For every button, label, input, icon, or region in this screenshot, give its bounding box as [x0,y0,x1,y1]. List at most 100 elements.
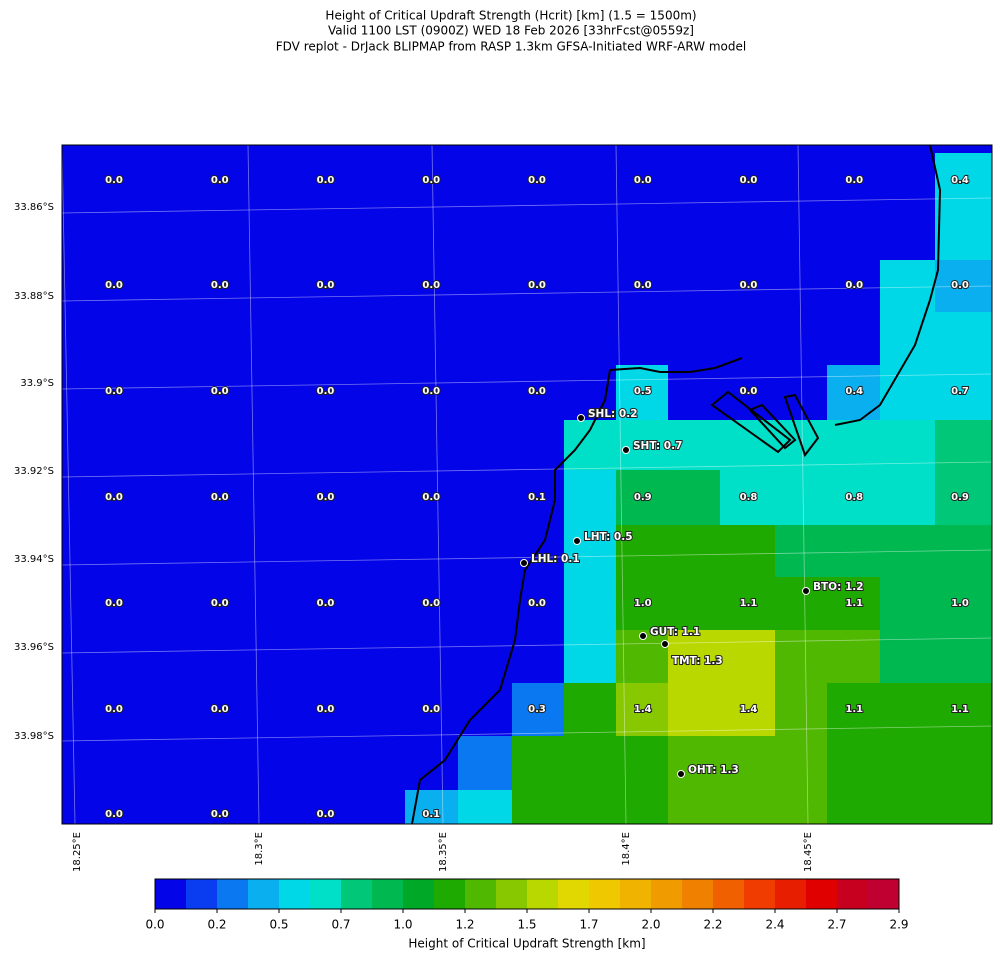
station-label: OHT: 1.3 [688,764,739,776]
value-label: 0.0 [211,809,229,820]
value-label: 1.0 [634,598,652,609]
value-label: 1.4 [740,704,758,715]
value-label: 0.0 [105,280,123,291]
value-label: 0.0 [211,492,229,503]
colorbar-segment [248,879,280,909]
value-label: 0.0 [951,280,969,291]
colorbar-segment [341,879,373,909]
title-line: Valid 1100 LST (0900Z) WED 18 Feb 2026 [… [328,24,694,38]
title-line: FDV replot - DrJack BLIPMAP from RASP 1.… [276,40,746,54]
value-label: 0.0 [211,704,229,715]
value-label: 0.0 [528,175,546,186]
value-label: 0.0 [211,280,229,291]
lat-label: 33.86°S [14,202,54,213]
station-label: BTO: 1.2 [813,581,864,593]
lat-label: 33.9°S [20,378,54,389]
colorbar-segment [496,879,528,909]
station-marker [573,537,581,545]
value-label: 0.9 [951,492,969,503]
station-marker [677,770,685,778]
colorbar-tick-label: 0.5 [269,918,288,932]
station-marker [577,414,585,422]
colorbar-tick-label: 1.0 [393,918,412,932]
colorbar-tick-label: 1.7 [579,918,598,932]
station-marker [802,587,810,595]
colorbar-segment [868,879,900,909]
value-label: 0.0 [317,809,335,820]
value-label: 0.1 [528,492,546,503]
value-label: 0.0 [211,598,229,609]
lon-label: 18.35°E [438,832,449,872]
value-label: 1.1 [845,704,863,715]
colorbar-tick-label: 2.9 [889,918,908,932]
colorbar-segment [837,879,869,909]
lat-label: 33.98°S [14,731,54,742]
colorbar-segment [155,879,187,909]
value-label: 1.1 [845,598,863,609]
lon-label: 18.25°E [72,832,83,872]
value-label: 0.0 [317,492,335,503]
value-label: 1.1 [740,598,758,609]
value-label: 0.0 [105,386,123,397]
value-label: 0.0 [422,492,440,503]
colorbar-segment [279,879,311,909]
value-label: 1.1 [951,704,969,715]
value-label: 0.0 [317,598,335,609]
station-marker [639,632,647,640]
colorbar-tick-label: 0.2 [207,918,226,932]
colorbar-segment [775,879,807,909]
station-label: TMT: 1.3 [672,655,723,667]
value-label: 0.0 [211,175,229,186]
colorbar-segment [403,879,435,909]
value-label: 0.0 [105,598,123,609]
colorbar-segment [465,879,497,909]
lat-label: 33.94°S [14,554,54,565]
colorbar-segment [806,879,838,909]
colorbar-tick-label: 2.4 [765,918,784,932]
colorbar-segment [558,879,590,909]
station-label: LHT: 0.5 [584,531,633,543]
station-label: SHL: 0.2 [588,408,638,420]
lat-label: 33.88°S [14,291,54,302]
value-label: 0.0 [845,280,863,291]
station-marker [622,446,630,454]
value-label: 0.8 [740,492,758,503]
value-label: 0.0 [105,492,123,503]
map-frame [61,144,993,825]
value-label: 0.9 [634,492,652,503]
value-label: 0.4 [951,175,969,186]
value-label: 0.1 [422,809,440,820]
value-label: 0.0 [528,386,546,397]
colorbar-label: Height of Critical Updraft Strength [km] [408,937,645,951]
colorbar-segment [682,879,714,909]
colorbar-tick-label: 1.2 [455,918,474,932]
colorbar-tick-label: 1.5 [517,918,536,932]
colorbar-segment [186,879,218,909]
value-label: 0.0 [845,175,863,186]
colorbar-segment [744,879,776,909]
value-label: 0.0 [211,386,229,397]
value-label: 0.0 [740,280,758,291]
value-label: 0.0 [422,704,440,715]
colorbar-segment [434,879,466,909]
graticule [61,144,993,825]
value-label: 0.3 [528,704,546,715]
lat-label: 33.92°S [14,466,54,477]
value-label: 0.0 [317,175,335,186]
lat-label: 33.96°S [14,642,54,653]
value-label: 0.0 [105,809,123,820]
value-label: 0.5 [634,386,652,397]
value-label: 0.4 [845,386,863,397]
colorbar-segment [620,879,652,909]
colorbar-tick-label: 2.7 [827,918,846,932]
station-marker [520,559,528,567]
colorbar-segment [372,879,404,909]
value-label: 0.0 [634,175,652,186]
value-label: 0.0 [105,704,123,715]
colorbar-segment [651,879,683,909]
colorbar-tick-label: 0.7 [331,918,350,932]
value-label: 0.0 [740,386,758,397]
lon-label: 18.4°E [621,832,632,866]
value-label: 0.0 [317,280,335,291]
